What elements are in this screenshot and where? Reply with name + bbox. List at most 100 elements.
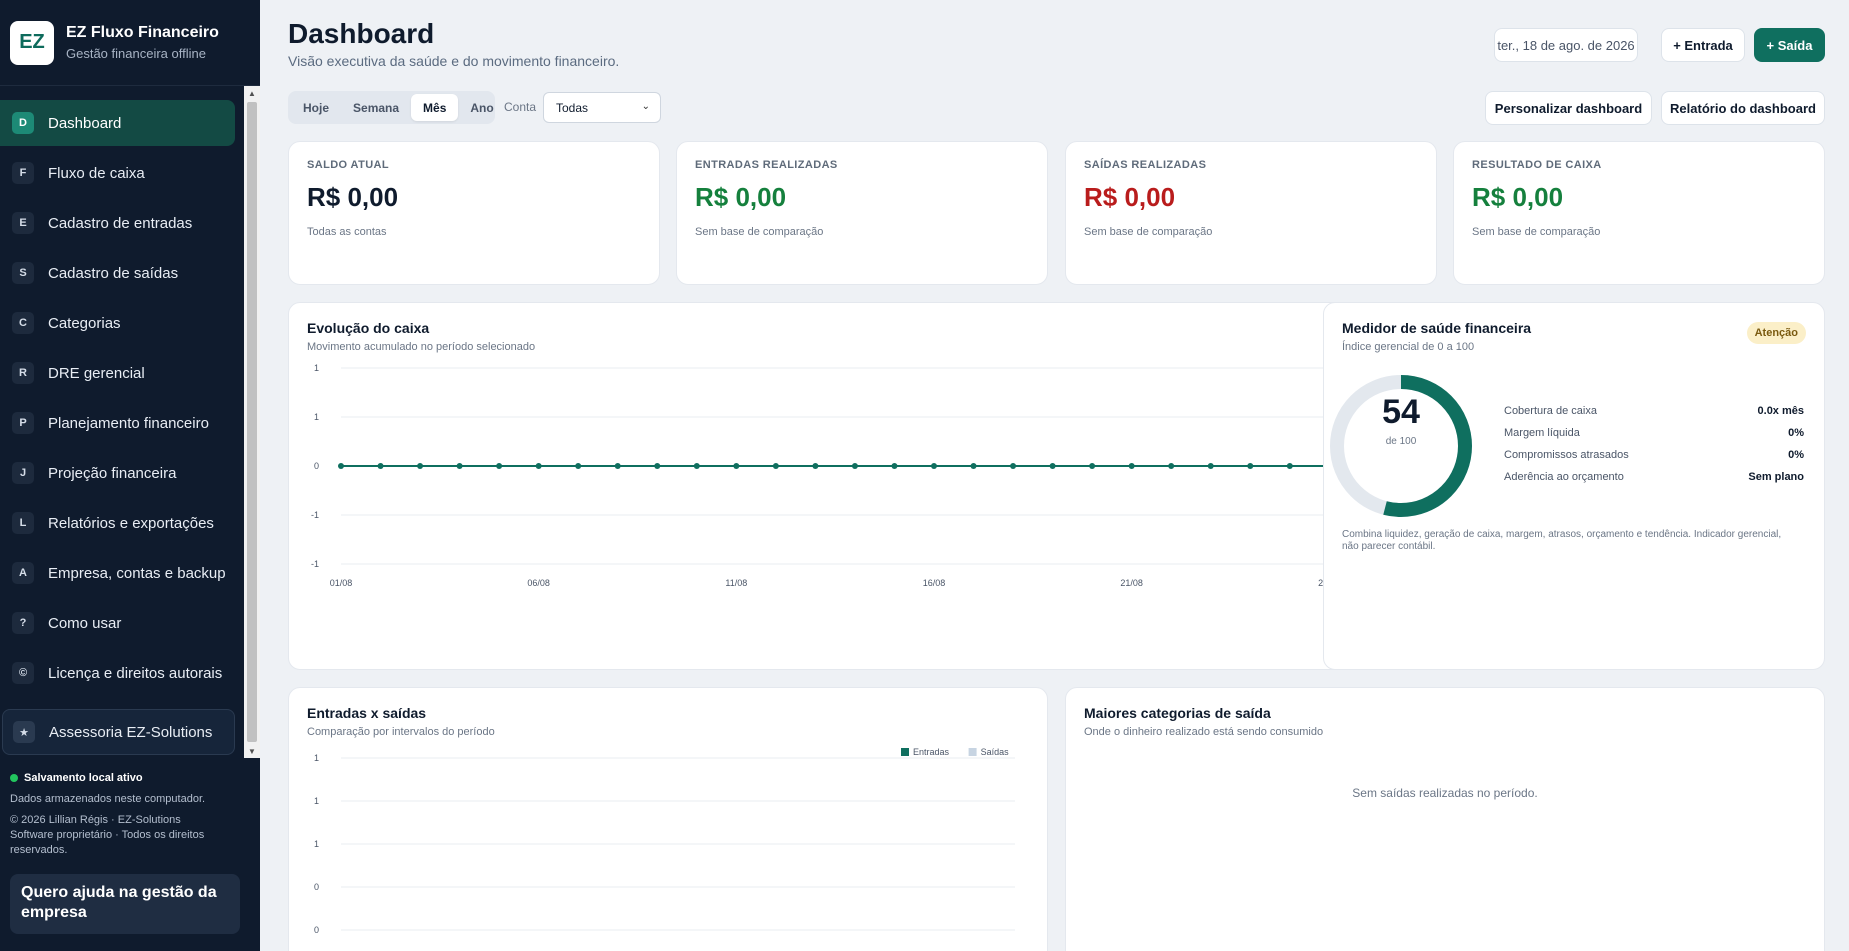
legend-swatch (901, 748, 909, 756)
health-card: Medidor de saúde financeira Índice geren… (1323, 302, 1825, 670)
sidebar-item-dashboard[interactable]: D Dashboard (0, 100, 235, 146)
empty-state-message: Sem saídas realizadas no período. (1352, 786, 1538, 800)
y-tick-label: 1 (314, 839, 319, 849)
saving-status: Salvamento local ativo (10, 772, 240, 784)
add-entrada-button[interactable]: + Entrada (1661, 28, 1745, 62)
account-select[interactable]: Todas ⌄ (543, 92, 661, 123)
current-date: ter., 18 de ago. de 2026 (1494, 28, 1638, 62)
data-point (535, 463, 542, 469)
data-point (1089, 463, 1096, 469)
data-point (614, 463, 621, 469)
expense-icon: S (12, 262, 34, 284)
dre-icon: R (12, 362, 34, 384)
copyright-note: © 2026 Lillian Régis · EZ-Solutions Soft… (10, 813, 240, 858)
health-note: Combina liquidez, geração de caixa, marg… (1342, 529, 1782, 552)
y-tick-label: 1 (314, 412, 319, 422)
kpi-card-expenses: SAÍDAS REALIZADAS R$ 0,00 Sem base de co… (1065, 141, 1437, 285)
period-hoje[interactable]: Hoje (303, 100, 330, 115)
y-tick-label: 1 (314, 753, 319, 763)
reports-icon: L (12, 512, 34, 534)
page-title: Dashboard (288, 18, 435, 49)
gauge-fill (1330, 375, 1472, 517)
card-title: Evolução do caixa (307, 320, 430, 336)
data-point (1168, 463, 1175, 469)
sidebar-item-cash-flow[interactable]: F Fluxo de caixa (0, 150, 235, 196)
metric-value: 0.0x mês (1757, 405, 1804, 417)
sidebar-item-label: Cadastro de saídas (48, 264, 179, 282)
dashboard-report-button[interactable]: Relatório do dashboard (1661, 91, 1825, 125)
sidebar-scrollbar[interactable]: ▲ ▼ (244, 86, 260, 758)
customize-dashboard-button[interactable]: Personalizar dashboard (1485, 91, 1652, 125)
kpi-card-result: RESULTADO DE CAIXA R$ 0,00 Sem base de c… (1453, 141, 1825, 285)
sidebar-item-advisory[interactable]: ★ Assessoria EZ-Solutions (2, 709, 235, 755)
y-tick-label: 1 (314, 796, 319, 806)
brand-subtitle: Gestão financeira offline (66, 46, 206, 61)
card-subtitle: Índice gerencial de 0 a 100 (1342, 341, 1475, 353)
card-subtitle: Onde o dinheiro realizado está sendo con… (1084, 726, 1324, 738)
data-point (654, 463, 661, 469)
sidebar-nav: D Dashboard F Fluxo de caixa E Cadastro … (0, 86, 244, 756)
status-badge: Atenção (1746, 322, 1806, 344)
period-ano[interactable]: Ano (470, 100, 494, 115)
legend-label: Entradas (913, 747, 950, 757)
rights-line: Software proprietário · Todos os direito… (10, 829, 205, 856)
help-cta[interactable]: Quero ajuda na gestão da empresa (10, 874, 240, 934)
y-tick-label: -1 (311, 559, 319, 569)
sidebar-item-categories[interactable]: C Categorias (0, 300, 235, 346)
sidebar-item-expense-register[interactable]: S Cadastro de saídas (0, 250, 235, 296)
brand-logo: EZ (10, 20, 54, 65)
metric-label: Aderência ao orçamento (1504, 471, 1624, 483)
sidebar-item-income-register[interactable]: E Cadastro de entradas (0, 200, 235, 246)
y-tick-label: 1 (314, 363, 319, 373)
data-point (891, 463, 898, 469)
kpi-value: R$ 0,00 (695, 182, 787, 212)
legend-swatch (968, 748, 977, 756)
sidebar-footer: Salvamento local ativo Dados armazenados… (10, 772, 240, 858)
sidebar-item-label: Fluxo de caixa (48, 164, 145, 182)
scroll-down-icon[interactable]: ▼ (248, 746, 256, 756)
period-mes[interactable]: Mês (411, 94, 459, 121)
sidebar-item-dre[interactable]: R DRE gerencial (0, 350, 235, 396)
y-tick-label: -1 (311, 510, 319, 520)
x-tick-label: 01/08 (330, 578, 353, 588)
kpi-value: R$ 0,00 (307, 182, 399, 212)
copyright-line: © 2026 Lillian Régis · EZ-Solutions (10, 814, 181, 826)
kpi-note: Sem base de comparação (1084, 226, 1213, 238)
sidebar-item-label: DRE gerencial (48, 364, 145, 382)
sidebar-item-planning[interactable]: P Planejamento financeiro (0, 400, 235, 446)
account-select-value: Todas (556, 100, 589, 115)
in-out-card: Entradas x saídas Comparação por interva… (288, 687, 1048, 951)
legend-label: Saídas (981, 747, 1010, 757)
y-tick-label: 0 (314, 882, 319, 892)
data-point (1049, 463, 1056, 469)
kpi-card-balance: SALDO ATUAL R$ 0,00 Todas as contas (288, 141, 660, 285)
scroll-thumb[interactable] (247, 102, 257, 742)
health-score: 54 (1382, 393, 1420, 431)
sidebar-item-projection[interactable]: J Projeção financeira (0, 450, 235, 496)
in-out-chart: 1 1 1 0 0 Entradas Saídas (314, 747, 1015, 935)
sidebar-item-reports[interactable]: L Relatórios e exportações (0, 500, 235, 546)
period-filter: Hoje Semana Mês Ano (288, 91, 495, 124)
chevron-down-icon: ⌄ (641, 101, 650, 112)
sidebar-item-how-to-use[interactable]: ? Como usar (0, 600, 235, 646)
sidebar-item-license[interactable]: © Licença e direitos autorais (0, 650, 235, 696)
sidebar-item-label: Categorias (48, 314, 121, 332)
health-metric: Margem líquida 0% (1504, 427, 1804, 441)
health-metric: Cobertura de caixa 0.0x mês (1504, 405, 1804, 419)
metric-value: 0% (1788, 449, 1804, 461)
projection-icon: J (12, 462, 34, 484)
period-semana[interactable]: Semana (353, 100, 400, 115)
page-subtitle: Visão executiva da saúde e do movimento … (288, 53, 620, 69)
x-tick-label: 06/08 (527, 578, 550, 588)
add-saida-button[interactable]: + Saída (1754, 28, 1825, 62)
sidebar-item-label: Como usar (48, 614, 122, 632)
sidebar-item-label: Dashboard (48, 114, 122, 132)
data-point (377, 463, 384, 469)
data-point (851, 463, 858, 469)
sidebar-item-company[interactable]: A Empresa, contas e backup (0, 550, 235, 596)
scroll-up-icon[interactable]: ▲ (248, 88, 256, 98)
metric-value: 0% (1788, 427, 1804, 439)
card-subtitle: Movimento acumulado no período seleciona… (307, 341, 536, 353)
data-point (970, 463, 977, 469)
health-metric: Compromissos atrasados 0% (1504, 449, 1804, 463)
